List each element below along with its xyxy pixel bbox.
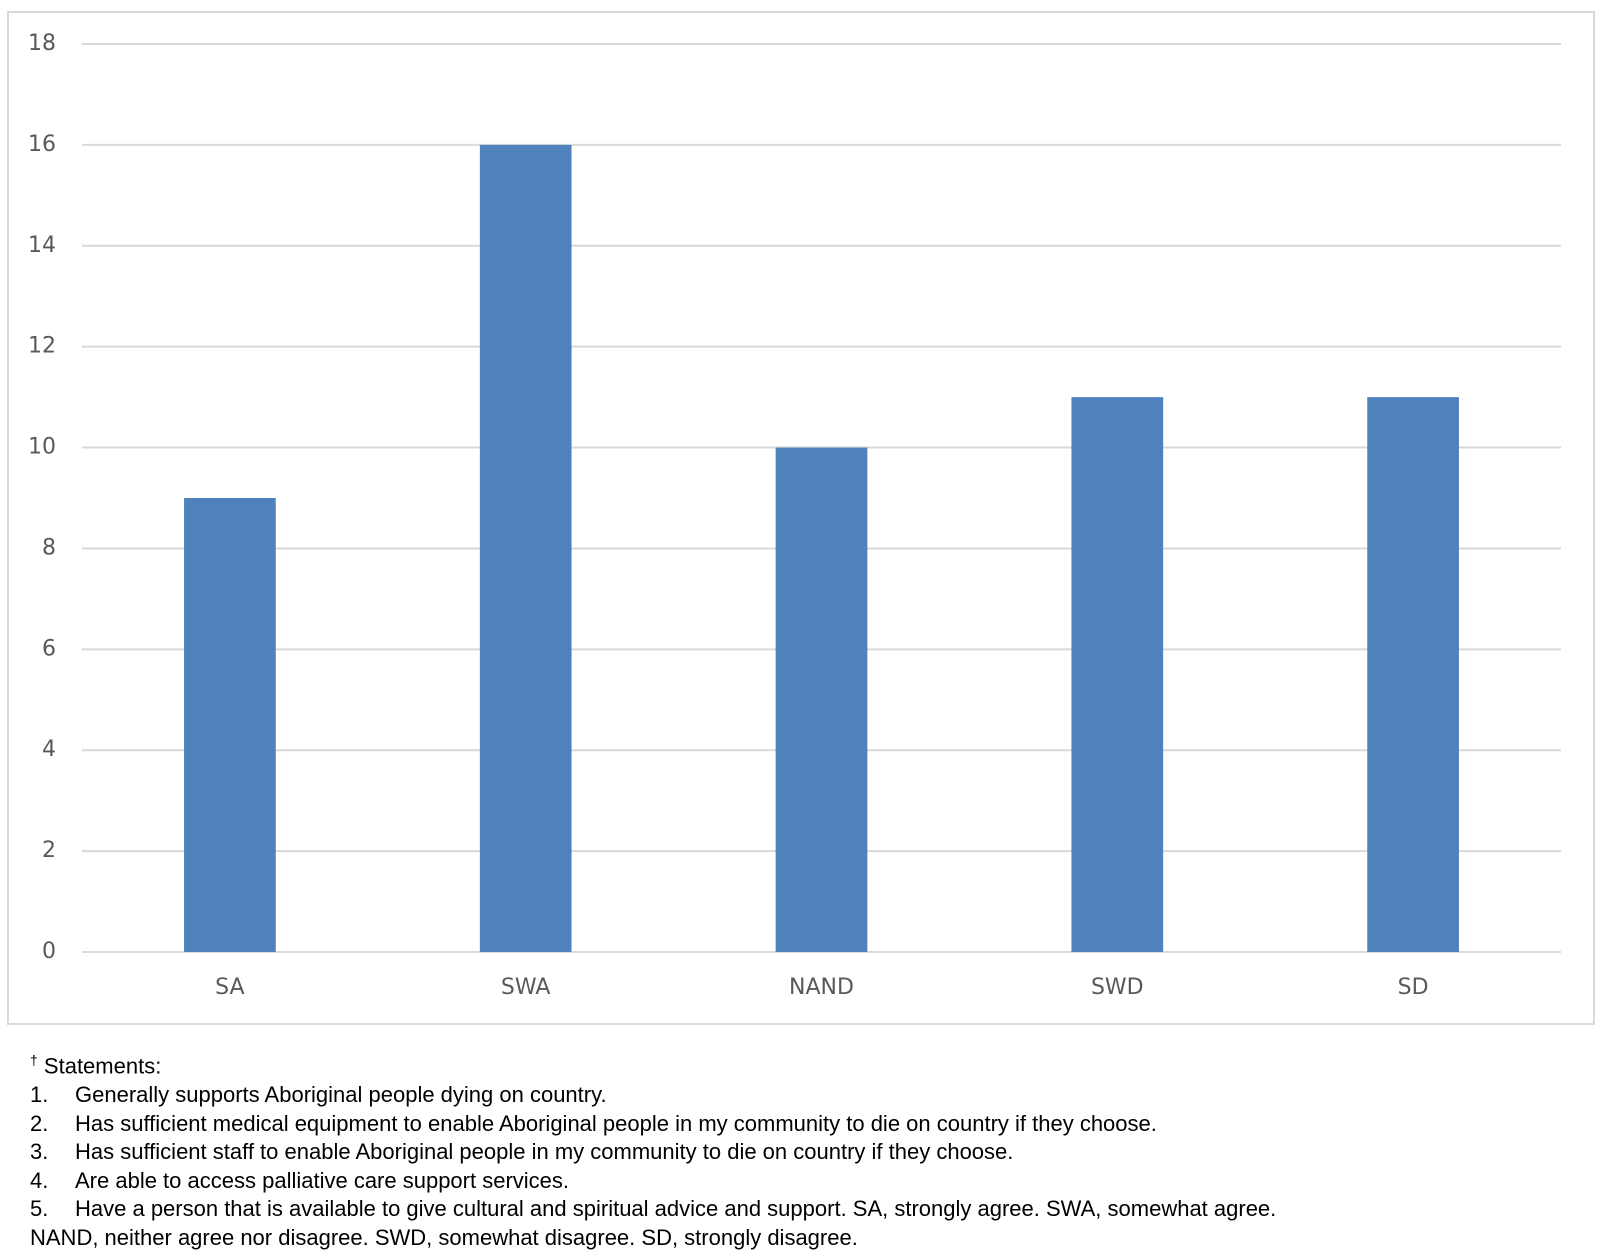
footnote-item: 4. Are able to access palliative care sup… bbox=[30, 1167, 1276, 1196]
footnote-item-number: 2. bbox=[30, 1110, 49, 1136]
footnote-item-text: Has sufficient medical equipment to enab… bbox=[75, 1110, 1157, 1136]
y-tick-label: 16 bbox=[28, 132, 56, 157]
footnote-marker: † bbox=[30, 1052, 38, 1068]
x-tick-label: SA bbox=[215, 975, 244, 1000]
footnote-item-number: 4. bbox=[30, 1167, 49, 1193]
footnote-heading-text: Statements: bbox=[43, 1053, 162, 1079]
bar bbox=[1071, 397, 1164, 953]
footnote: † Statements: 1. Generally supports Abori… bbox=[30, 1046, 1276, 1252]
footnote-item-text: Are able to access palliative care suppo… bbox=[75, 1167, 570, 1193]
x-tick-label: NAND bbox=[789, 975, 854, 1000]
footnote-item-number: 1. bbox=[30, 1081, 49, 1107]
footnote-item-text: Have a person that is available to give … bbox=[75, 1196, 1277, 1222]
footnote-items: 1. Generally supports Aboriginal people d… bbox=[30, 1081, 1276, 1224]
footnote-item-number: 5. bbox=[30, 1196, 49, 1222]
y-tick-label: 0 bbox=[42, 939, 56, 964]
y-tick-label: 6 bbox=[42, 636, 56, 661]
x-tick-label: SWD bbox=[1091, 975, 1144, 1000]
y-tick-label: 2 bbox=[42, 838, 56, 863]
footnote-item: 1. Generally supports Aboriginal people d… bbox=[30, 1081, 1276, 1110]
footnote-item-number: 3. bbox=[30, 1139, 49, 1165]
footnote-item: 2. Has sufficient medical equipment to en… bbox=[30, 1110, 1276, 1139]
bar bbox=[184, 498, 276, 952]
y-tick-label: 14 bbox=[28, 233, 56, 258]
footnote-item-text: Has sufficient staff to enable Aborigina… bbox=[75, 1139, 1014, 1165]
bar bbox=[479, 144, 572, 952]
footnote-item: 3. Has sufficient staff to enable Aborigi… bbox=[30, 1138, 1276, 1167]
x-tick-label: SWA bbox=[501, 975, 551, 1000]
y-tick-label: 8 bbox=[42, 535, 56, 560]
x-tick-label: SD bbox=[1398, 975, 1429, 1000]
footnote-abbreviations: NAND, neither agree nor disagree. SWD, s… bbox=[30, 1224, 858, 1250]
y-tick-label: 12 bbox=[28, 334, 56, 359]
y-tick-label: 10 bbox=[28, 435, 56, 460]
y-tick-label: 4 bbox=[42, 737, 56, 762]
chart: 0 2 4 6 8 10 12 14 16 18 SA SWA NAND SWD SD bbox=[7, 11, 1595, 1025]
footnote-heading: † Statements: bbox=[30, 1046, 1276, 1081]
footnote-item-text: Generally supports Aboriginal people dyi… bbox=[75, 1081, 607, 1107]
y-tick-label: 18 bbox=[28, 31, 56, 56]
bar bbox=[775, 447, 868, 952]
footnote-item: 5. Have a person that is available to giv… bbox=[30, 1195, 1276, 1224]
bar bbox=[1367, 397, 1459, 953]
